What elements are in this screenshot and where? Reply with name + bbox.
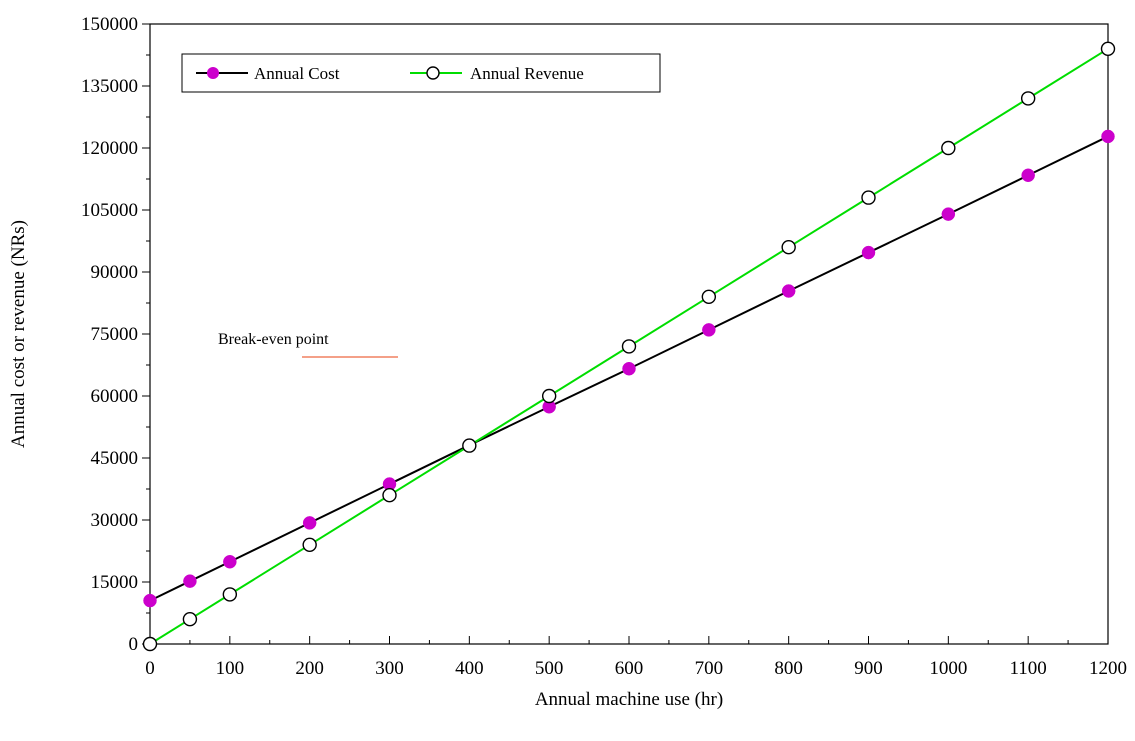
x-tick-label: 0 (145, 658, 155, 679)
annotation-break-even: Break-even point (218, 331, 398, 358)
legend-revenue-label: Annual Revenue (470, 64, 584, 83)
series-lines (149, 47, 1109, 645)
data-point-annual-cost (223, 555, 237, 569)
data-point-annual-revenue (541, 388, 557, 404)
y-tick-label: 75000 (91, 324, 139, 345)
legend-revenue-marker (426, 66, 440, 80)
x-tick-label: 500 (535, 658, 564, 679)
data-point-annual-cost (1021, 168, 1035, 183)
data-point-annual-cost (183, 574, 197, 588)
x-tick-label: 600 (615, 658, 644, 679)
data-point-annual-revenue (182, 612, 198, 627)
data-point-annual-revenue (621, 339, 637, 354)
legend: Annual Cost Annual Revenue (181, 53, 661, 93)
data-point-annual-cost (1101, 129, 1115, 144)
x-tick-label: 900 (854, 658, 883, 679)
y-tick-label: 0 (129, 634, 139, 655)
data-point-annual-revenue (142, 636, 158, 652)
data-point-annual-revenue (701, 289, 717, 304)
data-point-annual-revenue (1020, 91, 1036, 106)
x-tick-label: 200 (295, 658, 324, 679)
series-line-annual-cost (149, 135, 1109, 602)
x-tick-label: 700 (695, 658, 724, 679)
x-tick-label: 1000 (929, 658, 967, 679)
y-tick-label: 150000 (81, 14, 138, 35)
data-point-annual-cost (622, 361, 636, 376)
x-tick-label: 800 (774, 658, 803, 679)
y-tick-label: 30000 (91, 510, 139, 531)
data-point-annual-revenue (302, 537, 317, 552)
data-point-annual-revenue (462, 438, 477, 453)
data-point-annual-revenue (781, 239, 796, 255)
axis-ticks: 0 100 200 300 400 500 600 700 800 900 1000 1100 1200… (81, 14, 1127, 679)
series-points (142, 41, 1116, 652)
legend-cost-label: Annual Cost (254, 64, 340, 83)
y-tick-label: 45000 (91, 448, 139, 469)
series-line-annual-revenue (149, 47, 1109, 645)
y-tick-label: 90000 (91, 262, 139, 283)
y-tick-label: 120000 (81, 138, 138, 159)
data-point-annual-cost (861, 245, 876, 260)
data-point-annual-cost (702, 323, 716, 337)
data-point-annual-revenue (382, 488, 397, 503)
x-tick-label: 100 (216, 658, 245, 679)
data-point-annual-cost (941, 207, 956, 221)
data-point-annual-revenue (861, 190, 876, 205)
y-axis-title: Annual cost or revenue (NRs) (8, 220, 29, 448)
legend-cost-marker (207, 67, 219, 79)
x-tick-label: 400 (455, 658, 484, 679)
data-point-annual-revenue (941, 140, 956, 156)
data-point-annual-cost (143, 593, 157, 608)
data-point-annual-revenue (222, 587, 238, 602)
y-tick-label: 15000 (91, 572, 139, 593)
data-point-annual-revenue (1100, 41, 1116, 56)
x-tick-label: 1200 (1089, 658, 1127, 679)
y-tick-label: 60000 (91, 386, 139, 407)
x-tick-label: 1100 (1010, 658, 1047, 679)
y-tick-label: 105000 (81, 200, 138, 221)
x-tick-label: 300 (375, 658, 404, 679)
data-point-annual-cost (302, 516, 317, 530)
x-axis-title: Annual machine use (hr) (535, 689, 723, 710)
data-point-annual-cost (781, 284, 796, 298)
annotation-break-even-label: Break-even point (218, 331, 329, 348)
y-tick-label: 135000 (81, 76, 138, 97)
